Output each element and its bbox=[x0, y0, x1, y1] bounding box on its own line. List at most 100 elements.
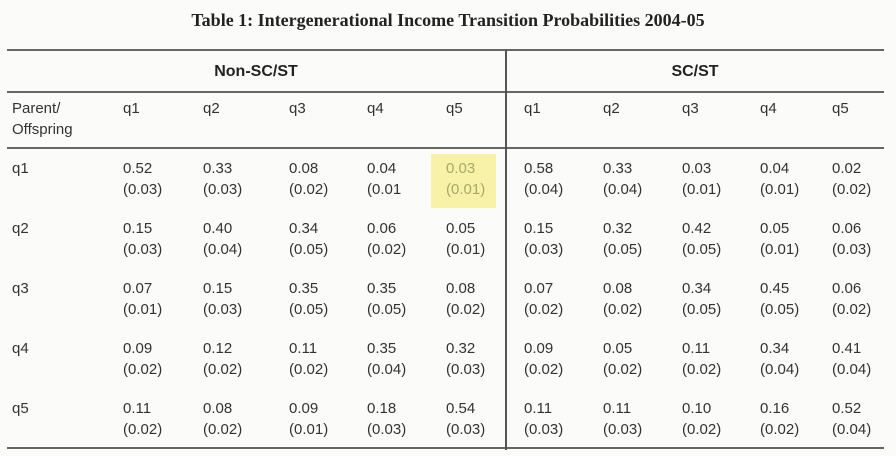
cell-standard-error: (0.05) bbox=[603, 241, 643, 258]
cell-estimate: 0.06 bbox=[832, 220, 862, 237]
table-cell: 0.52 (0.03) bbox=[123, 158, 162, 200]
cell-standard-error: (0.01) bbox=[682, 181, 722, 198]
table-cell: 0.02 (0.02) bbox=[832, 158, 871, 200]
row-label-q1: q1 bbox=[12, 160, 29, 177]
cell-estimate: 0.33 bbox=[603, 160, 633, 177]
cell-estimate: 0.42 bbox=[682, 220, 712, 237]
cell-standard-error: (0.02) bbox=[832, 301, 872, 318]
table-cell: 0.15 (0.03) bbox=[123, 218, 162, 260]
cell-estimate: 0.41 bbox=[832, 340, 862, 357]
table-cell: 0.54 (0.03) bbox=[446, 398, 485, 440]
table-cell: 0.06 (0.02) bbox=[832, 278, 871, 320]
table-cell: 0.06 (0.03) bbox=[832, 218, 871, 260]
cell-estimate: 0.03 bbox=[446, 160, 476, 177]
cell-standard-error: (0.03) bbox=[446, 361, 486, 378]
cell-estimate: 0.03 bbox=[682, 160, 712, 177]
cell-standard-error: (0.01) bbox=[446, 241, 486, 258]
cell-standard-error: (0.02) bbox=[203, 421, 243, 438]
cell-estimate: 0.35 bbox=[367, 340, 397, 357]
cell-standard-error: (0.05) bbox=[289, 301, 329, 318]
table-cell: 0.32 (0.03) bbox=[446, 338, 485, 380]
cell-standard-error: (0.01) bbox=[446, 181, 486, 198]
table-cell: 0.03 (0.01) bbox=[446, 158, 485, 200]
table-cell: 0.06 (0.02) bbox=[367, 218, 406, 260]
cell-estimate: 0.08 bbox=[203, 400, 233, 417]
row-header-label: Parent/ Offspring bbox=[12, 98, 73, 140]
cell-estimate: 0.15 bbox=[203, 280, 233, 297]
cell-standard-error: (0.05) bbox=[289, 241, 329, 258]
cell-estimate: 0.58 bbox=[524, 160, 554, 177]
table-cell: 0.11 (0.02) bbox=[123, 398, 162, 440]
table-cell: 0.58 (0.04) bbox=[524, 158, 563, 200]
column-header-non-sc-st-q1: q1 bbox=[123, 100, 140, 117]
table-cell: 0.15 (0.03) bbox=[203, 278, 242, 320]
table-cell: 0.08 (0.02) bbox=[446, 278, 485, 320]
cell-estimate: 0.32 bbox=[446, 340, 476, 357]
cell-estimate: 0.07 bbox=[524, 280, 554, 297]
table-cell: 0.45 (0.05) bbox=[760, 278, 799, 320]
column-header-rule bbox=[7, 147, 884, 149]
table-cell: 0.10 (0.02) bbox=[682, 398, 721, 440]
cell-estimate: 0.09 bbox=[123, 340, 153, 357]
cell-estimate: 0.34 bbox=[760, 340, 790, 357]
table-cell: 0.35 (0.05) bbox=[367, 278, 406, 320]
cell-estimate: 0.54 bbox=[446, 400, 476, 417]
cell-standard-error: (0.03) bbox=[203, 301, 243, 318]
cell-estimate: 0.35 bbox=[289, 280, 319, 297]
cell-standard-error: (0.04) bbox=[203, 241, 243, 258]
cell-standard-error: (0.05) bbox=[760, 301, 800, 318]
cell-standard-error: (0.02) bbox=[289, 361, 329, 378]
cell-estimate: 0.09 bbox=[289, 400, 319, 417]
cell-standard-error: (0.02) bbox=[367, 241, 407, 258]
cell-estimate: 0.18 bbox=[367, 400, 397, 417]
cell-estimate: 0.15 bbox=[123, 220, 153, 237]
cell-estimate: 0.07 bbox=[123, 280, 153, 297]
cell-estimate: 0.08 bbox=[446, 280, 476, 297]
table-cell: 0.52 (0.04) bbox=[832, 398, 871, 440]
column-header-sc-st-q3: q3 bbox=[682, 100, 699, 117]
cell-estimate: 0.45 bbox=[760, 280, 790, 297]
cell-standard-error: (0.02) bbox=[603, 301, 643, 318]
cell-standard-error: (0.03) bbox=[832, 241, 872, 258]
table-bottom-rule bbox=[7, 447, 884, 449]
table-cell: 0.12 (0.02) bbox=[203, 338, 242, 380]
cell-estimate: 0.40 bbox=[203, 220, 233, 237]
table-cell: 0.08 (0.02) bbox=[289, 158, 328, 200]
cell-standard-error: (0.02) bbox=[524, 361, 564, 378]
table-cell: 0.09 (0.01) bbox=[289, 398, 328, 440]
table-top-rule bbox=[7, 49, 884, 51]
table-cell: 0.11 (0.02) bbox=[289, 338, 328, 380]
table-cell: 0.05 (0.01) bbox=[446, 218, 485, 260]
table-cell: 0.40 (0.04) bbox=[203, 218, 242, 260]
cell-estimate: 0.05 bbox=[446, 220, 476, 237]
cell-standard-error: (0.03) bbox=[123, 181, 163, 198]
table-cell: 0.03 (0.01) bbox=[682, 158, 721, 200]
cell-estimate: 0.04 bbox=[760, 160, 790, 177]
cell-estimate: 0.33 bbox=[203, 160, 233, 177]
cell-estimate: 0.10 bbox=[682, 400, 712, 417]
table-cell: 0.42 (0.05) bbox=[682, 218, 721, 260]
cell-estimate: 0.06 bbox=[367, 220, 397, 237]
table-cell: 0.34 (0.04) bbox=[760, 338, 799, 380]
cell-estimate: 0.34 bbox=[289, 220, 319, 237]
cell-standard-error: (0.02) bbox=[524, 301, 564, 318]
table-cell: 0.35 (0.04) bbox=[367, 338, 406, 380]
cell-estimate: 0.15 bbox=[524, 220, 554, 237]
cell-estimate: 0.35 bbox=[367, 280, 397, 297]
group-header-rule bbox=[7, 91, 884, 93]
cell-estimate: 0.05 bbox=[603, 340, 633, 357]
cell-standard-error: (0.05) bbox=[682, 241, 722, 258]
column-header-non-sc-st-q2: q2 bbox=[203, 100, 220, 117]
cell-standard-error: (0.03) bbox=[524, 421, 564, 438]
cell-standard-error: (0.01) bbox=[760, 241, 800, 258]
column-header-sc-st-q1: q1 bbox=[524, 100, 541, 117]
group-divider bbox=[505, 50, 507, 450]
cell-standard-error: (0.04) bbox=[603, 181, 643, 198]
column-header-non-sc-st-q4: q4 bbox=[367, 100, 384, 117]
cell-standard-error: (0.04) bbox=[832, 421, 872, 438]
table-cell: 0.08 (0.02) bbox=[603, 278, 642, 320]
table-cell: 0.33 (0.03) bbox=[203, 158, 242, 200]
group-header-non-sc-st: Non-SC/ST bbox=[214, 63, 298, 80]
cell-standard-error: (0.02) bbox=[123, 421, 163, 438]
cell-standard-error: (0.01) bbox=[123, 301, 163, 318]
